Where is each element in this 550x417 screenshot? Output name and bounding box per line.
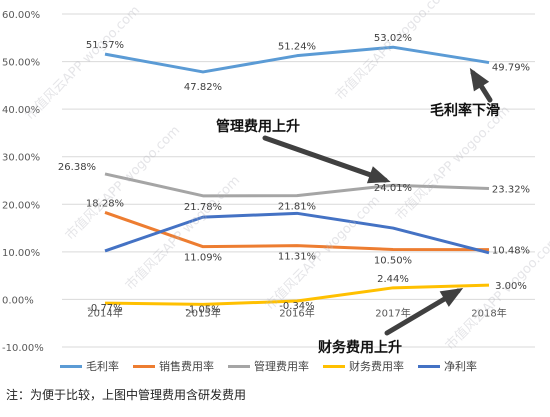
data-label: 2.44%	[377, 274, 409, 285]
legend-swatch	[133, 364, 155, 368]
x-tick-label: 2016年	[279, 306, 314, 319]
y-tick-label: 0.00%	[2, 295, 34, 306]
series-line	[104, 283, 490, 306]
series-line	[104, 172, 490, 198]
arrow-head	[469, 67, 490, 92]
legend-label: 销售费用率	[159, 360, 214, 373]
y-tick-label: 20.00%	[2, 200, 40, 211]
data-label: 11.09%	[184, 253, 222, 264]
legend-swatch	[418, 364, 440, 368]
data-label: 21.81%	[278, 202, 316, 213]
legend-item: 毛利率	[60, 358, 119, 374]
legend-label: 净利率	[444, 360, 477, 373]
y-tick-label: 10.00%	[2, 248, 40, 259]
data-label: 18.28%	[86, 198, 124, 209]
y-tick-label: -10.00%	[2, 343, 44, 354]
annotation-text: 管理费用上升	[216, 118, 300, 135]
x-tick-label: 2017年	[375, 306, 410, 319]
legend-label: 毛利率	[86, 360, 119, 373]
data-label: 10.50%	[374, 255, 412, 266]
legend-item: 管理费用率	[228, 358, 309, 374]
annotation-text: 毛利率下滑	[430, 102, 500, 119]
arrow-head	[366, 166, 391, 184]
legend-swatch	[60, 364, 82, 368]
legend-item: 财务费用率	[323, 358, 404, 374]
series-line	[104, 45, 490, 74]
data-label: 10.48%	[492, 246, 530, 257]
data-label: 51.57%	[86, 40, 124, 51]
legend-label: 管理费用率	[254, 360, 309, 373]
x-tick-label: 2018年	[471, 306, 506, 319]
series-lines	[104, 45, 490, 306]
series-line	[104, 211, 490, 252]
x-tick-label: 2015年	[185, 306, 220, 319]
data-label: -0.34%	[279, 301, 314, 312]
data-label: 53.02%	[374, 33, 412, 44]
data-label: 51.24%	[278, 42, 316, 53]
data-label: 26.38%	[58, 162, 96, 173]
series-line	[104, 211, 490, 255]
data-label: -0.77%	[87, 303, 122, 314]
annotation-text: 财务费用上升	[317, 339, 402, 356]
y-axis-ticks: -10.00% 0.00% 10.00% 20.00% 30.00% 40.00% 50.0…	[2, 10, 44, 354]
x-axis-ticks: 2014年 2015年 2016年 2017年 2018年	[87, 306, 506, 319]
arrow-shaft	[262, 135, 388, 183]
legend-swatch	[228, 364, 250, 368]
y-tick-label: 30.00%	[2, 153, 40, 164]
legend-item: 净利率	[418, 358, 477, 374]
y-tick-label: 50.00%	[2, 58, 40, 69]
footnote: 注：为便于比较，上图中管理费用含研发费用	[6, 388, 247, 402]
legend-swatch	[323, 364, 345, 368]
y-tick-label: 40.00%	[2, 105, 40, 116]
data-label: 3.00%	[495, 281, 527, 292]
legend-item: 销售费用率	[133, 358, 214, 374]
legend-label: 财务费用率	[349, 360, 404, 373]
data-label: 11.31%	[278, 252, 316, 263]
data-labels: 51.57% 47.82% 51.24% 53.02% 49.79% 18.28% 11.0…	[58, 33, 530, 315]
legend: 毛利率 销售费用率 管理费用率 财务费用率 净利率	[60, 358, 540, 374]
data-label: 21.78%	[184, 202, 222, 213]
x-tick-label: 2014年	[87, 306, 122, 319]
data-label: 47.82%	[184, 82, 222, 93]
arrow-head	[439, 287, 464, 307]
annotation-arrows	[262, 67, 493, 336]
y-tick-label: 60.00%	[2, 10, 40, 21]
data-label: -1.05%	[185, 304, 220, 315]
data-label: 24.01%	[374, 183, 412, 194]
data-label: 23.32%	[492, 184, 530, 195]
data-label: 49.79%	[492, 63, 530, 74]
